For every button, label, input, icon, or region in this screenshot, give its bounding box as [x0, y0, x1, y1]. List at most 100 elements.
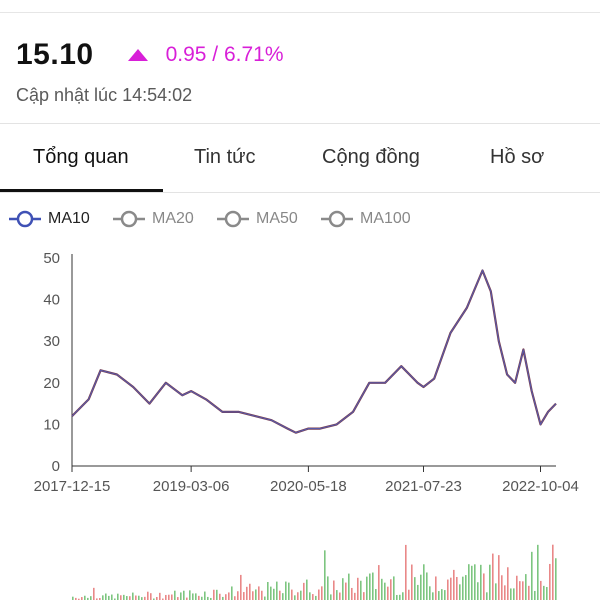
- volume-bar: [552, 544, 554, 600]
- volume-bar: [258, 586, 260, 600]
- volume-bar: [246, 586, 248, 600]
- volume-bar: [180, 592, 182, 600]
- volume-bar: [123, 594, 125, 600]
- volume-bar: [393, 576, 395, 600]
- volume-bar: [471, 565, 473, 600]
- volume-bar: [324, 550, 326, 600]
- tab-news[interactable]: Tin tức: [194, 146, 256, 168]
- price-change-value: 0.95 / 6.71%: [165, 43, 284, 66]
- volume-bar: [156, 596, 158, 600]
- volume-bar: [186, 597, 188, 600]
- volume-bar: [441, 589, 443, 600]
- volume-bar: [444, 590, 446, 600]
- volume-bar: [231, 586, 233, 600]
- volume-bar: [114, 598, 116, 600]
- volume-bar: [279, 590, 281, 600]
- volume-bar: [144, 596, 146, 600]
- volume-bar: [489, 564, 491, 600]
- volume-bar: [183, 590, 185, 600]
- volume-bar: [435, 576, 437, 600]
- volume-bar: [216, 589, 218, 600]
- volume-bar: [495, 583, 497, 600]
- volume-bar: [426, 572, 428, 600]
- volume-bars: [72, 544, 557, 600]
- volume-bar: [168, 594, 170, 600]
- volume-bar: [135, 595, 137, 600]
- divider: [0, 192, 600, 193]
- volume-bar: [348, 573, 350, 600]
- volume-bar: [402, 592, 404, 600]
- volume-bar: [465, 575, 467, 600]
- volume-bar: [504, 585, 506, 600]
- updated-time: Cập nhật lúc 14:54:02: [16, 85, 193, 105]
- volume-bar: [237, 591, 239, 600]
- legend-ma10[interactable]: MA10: [8, 206, 90, 232]
- volume-bar: [132, 592, 134, 600]
- volume-bar: [474, 564, 476, 600]
- tab-overview[interactable]: Tổng quan: [33, 146, 129, 168]
- tab-community[interactable]: Cộng đồng: [322, 146, 420, 168]
- volume-bar: [519, 581, 521, 600]
- volume-bar: [516, 575, 518, 600]
- legend-ma50[interactable]: MA50: [216, 206, 298, 232]
- chart-legend: MA10 MA20 MA50 MA100: [0, 206, 600, 234]
- volume-bar: [105, 593, 107, 600]
- volume-bar: [384, 582, 386, 600]
- volume-bar: [162, 598, 164, 600]
- y-tick-label: 40: [43, 292, 60, 309]
- tab-profile[interactable]: Hồ sơ: [490, 146, 545, 168]
- volume-bar: [222, 596, 224, 600]
- volume-bar: [408, 589, 410, 600]
- active-tab-indicator: [0, 189, 163, 192]
- volume-bar: [321, 586, 323, 600]
- volume-bar: [546, 587, 548, 600]
- volume-bar: [267, 582, 269, 600]
- volume-bar: [306, 579, 308, 600]
- volume-bar: [462, 576, 464, 600]
- x-axis: 2017-12-15 2019-03-06 2020-05-18 2021-07-23…: [34, 465, 579, 495]
- volume-bar: [147, 591, 149, 600]
- legend-label: MA100: [360, 210, 411, 227]
- x-tick-label: 2019-03-06: [153, 478, 230, 495]
- legend-label: MA20: [152, 210, 194, 227]
- series-lines: [71, 269, 557, 434]
- series-line-ma10: [71, 269, 557, 434]
- volume-bar: [378, 565, 380, 600]
- volume-bar: [540, 580, 542, 600]
- volume-bar: [399, 594, 401, 600]
- volume-bar: [483, 573, 485, 600]
- y-tick-label: 10: [43, 416, 60, 433]
- volume-bar: [138, 595, 140, 600]
- x-tick-label: 2022-10-04: [502, 478, 579, 495]
- legend-ma20[interactable]: MA20: [112, 206, 194, 232]
- current-price: 15.10: [16, 38, 94, 71]
- volume-bar: [345, 582, 347, 600]
- price-chart[interactable]: 0 10 20 30 40 50 2017-12-15 2019-03-06 2020-05-…: [0, 238, 600, 600]
- y-tick-label: 50: [43, 250, 60, 267]
- volume-bar: [204, 591, 206, 600]
- volume-bar: [207, 596, 209, 600]
- volume-bar: [369, 573, 371, 600]
- volume-bar: [276, 581, 278, 600]
- volume-bar: [150, 593, 152, 600]
- volume-bar: [102, 595, 104, 600]
- volume-bar: [282, 593, 284, 600]
- volume-bar: [534, 590, 536, 600]
- volume-bar: [549, 563, 551, 600]
- volume-bar: [111, 594, 113, 600]
- legend-ma100[interactable]: MA100: [320, 206, 411, 232]
- volume-bar: [93, 587, 95, 600]
- volume-bar: [480, 564, 482, 600]
- volume-bar: [87, 597, 89, 600]
- volume-bar: [90, 596, 92, 600]
- volume-bar: [195, 593, 197, 600]
- volume-bar: [261, 590, 263, 600]
- volume-bar: [450, 577, 452, 600]
- volume-bar: [294, 595, 296, 600]
- volume-bar: [411, 564, 413, 600]
- volume-bar: [525, 574, 527, 600]
- legend-label: MA50: [256, 210, 298, 227]
- volume-bar: [498, 555, 500, 600]
- volume-bar: [351, 587, 353, 600]
- y-tick-label: 30: [43, 333, 60, 350]
